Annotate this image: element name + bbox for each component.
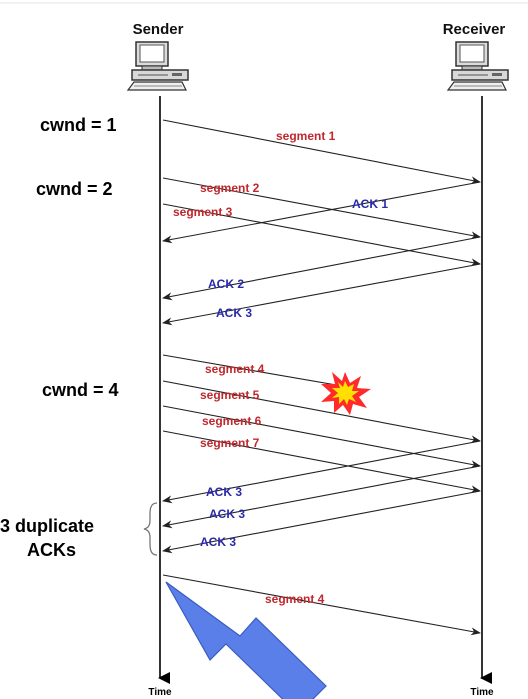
ack-arrow	[162, 465, 481, 529]
ack-label: ACK 3	[206, 485, 242, 499]
duplicate-label-line2: ACKs	[27, 540, 76, 560]
ack-arrow	[162, 181, 481, 244]
ack-arrow	[162, 490, 481, 554]
cwnd-label: cwnd = 1	[40, 115, 117, 135]
segment-arrow	[162, 177, 481, 240]
segment-label: segment 3	[173, 205, 233, 219]
lost-segment-line	[162, 354, 343, 387]
segment-label: segment 7	[200, 436, 260, 450]
duplicate-brace	[143, 502, 158, 556]
receiver-label: Receiver	[443, 21, 506, 38]
ack-label: ACK 3	[200, 535, 236, 549]
ack-arrow	[162, 236, 481, 301]
segment-label: segment 5	[200, 388, 260, 402]
segment-arrow	[162, 430, 481, 494]
ack-label: ACK 1	[352, 197, 388, 211]
time-label-sender: Time	[148, 687, 172, 698]
loss-burst-icon	[321, 372, 371, 415]
segment-arrow	[162, 405, 481, 469]
ack-label: ACK 2	[208, 277, 244, 291]
ack-arrow	[162, 440, 481, 504]
segment-label: segment 4	[205, 362, 265, 376]
duplicate-label-line1: 3 duplicate	[0, 516, 94, 536]
computer-icon	[126, 41, 189, 91]
cwnd-label: cwnd = 2	[36, 179, 113, 199]
segment-arrow	[162, 119, 481, 185]
segment-arrow	[162, 574, 481, 636]
segment-label: segment 2	[200, 181, 260, 195]
sender-label: Sender	[133, 21, 184, 38]
ack-arrow	[162, 263, 481, 326]
ack-label: ACK 3	[216, 306, 252, 320]
time-label-receiver: Time	[470, 687, 494, 698]
segment-label: segment 4	[265, 592, 325, 606]
segment-label: segment 1	[276, 129, 336, 143]
computer-icon	[446, 41, 509, 91]
segment-arrow	[162, 380, 481, 444]
segment-arrow	[162, 203, 481, 267]
cwnd-label: cwnd = 4	[42, 380, 119, 400]
big-arrow-icon	[165, 581, 327, 699]
segment-label: segment 6	[202, 414, 262, 428]
ack-label: ACK 3	[209, 507, 245, 521]
